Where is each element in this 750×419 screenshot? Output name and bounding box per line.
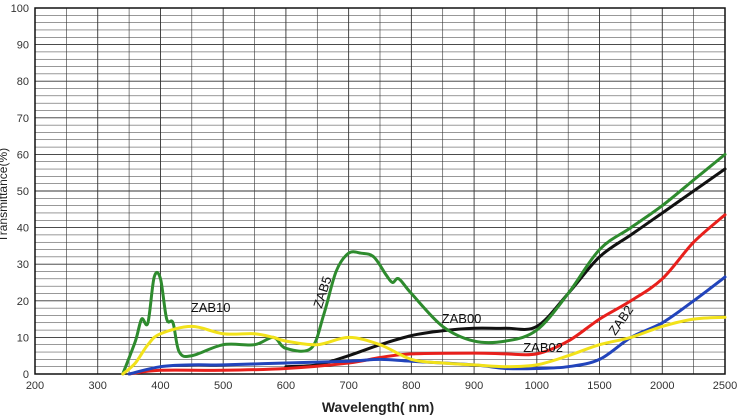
x-tick-label: 700 — [339, 380, 357, 392]
y-tick-label: 20 — [17, 296, 29, 308]
series-label-zab10: ZAB10 — [191, 300, 231, 315]
y-tick-label: 30 — [17, 259, 29, 271]
series-line-zab00 — [284, 167, 727, 369]
series-line-zab5 — [121, 152, 727, 376]
x-tick-label: 400 — [151, 380, 169, 392]
y-tick-label: 70 — [17, 113, 29, 125]
x-tick-label: 200 — [26, 380, 44, 392]
x-tick-label: 1500 — [587, 380, 611, 392]
y-tick-label: 90 — [17, 40, 29, 52]
y-tick-label: 10 — [17, 332, 29, 344]
y-tick-label: 0 — [23, 369, 29, 381]
x-tick-label: 500 — [214, 380, 232, 392]
plot-frame — [34, 7, 726, 375]
x-tick-label: 900 — [465, 380, 483, 392]
x-tick-label: 800 — [402, 380, 420, 392]
y-axis-label: Transmittance(%) — [0, 148, 10, 242]
y-tick-label: 80 — [17, 76, 29, 88]
x-tick-label: 600 — [277, 380, 295, 392]
grid — [34, 7, 726, 375]
x-tick-label: 2500 — [713, 380, 737, 392]
series-label-zab02: ZAB02 — [523, 340, 563, 355]
series-label-zab2: ZAB2 — [605, 303, 636, 338]
x-tick-label: 1000 — [525, 380, 549, 392]
y-tick-label: 50 — [17, 186, 29, 198]
y-tick-label: 40 — [17, 223, 29, 235]
y-tick-labels: 0 10 20 30 40 50 60 70 80 90 100 — [11, 3, 29, 381]
x-axis-label: Wavelength( nm) — [322, 399, 434, 415]
series-line-zab10 — [121, 315, 727, 376]
series-label-zab00: ZAB00 — [442, 311, 482, 326]
x-tick-label: 300 — [89, 380, 107, 392]
series-line-zab02 — [127, 213, 727, 376]
x-tick-labels: 200 300 400 500 600 700 800 900 1000 1500 2000 2500 — [26, 380, 737, 392]
series-lines — [121, 152, 727, 376]
y-tick-label: 100 — [11, 3, 29, 15]
x-tick-label: 2000 — [650, 380, 674, 392]
y-tick-label: 60 — [17, 149, 29, 161]
